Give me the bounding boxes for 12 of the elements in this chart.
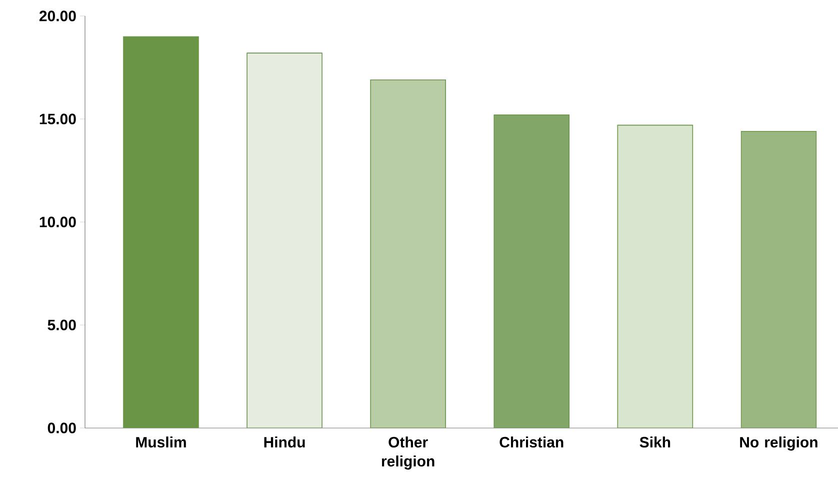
y-tick-label: 20.00 — [39, 10, 76, 22]
bar — [740, 130, 817, 428]
x-tick-label: Hindu — [264, 436, 305, 448]
y-tick-label: 10.00 — [40, 216, 76, 228]
x-tick-label: No religion — [740, 436, 818, 451]
y-tick-label: 15.00 — [40, 114, 76, 124]
x-tick-label: Muslim — [136, 436, 186, 448]
x-tick-label: Sikh — [640, 436, 670, 448]
y-tick-label: 0.00 — [48, 422, 76, 434]
y-tick-label: 5.00 — [48, 320, 76, 330]
x-tick-label: Christian — [500, 436, 564, 448]
x-tick-label: Other religion — [382, 436, 434, 470]
